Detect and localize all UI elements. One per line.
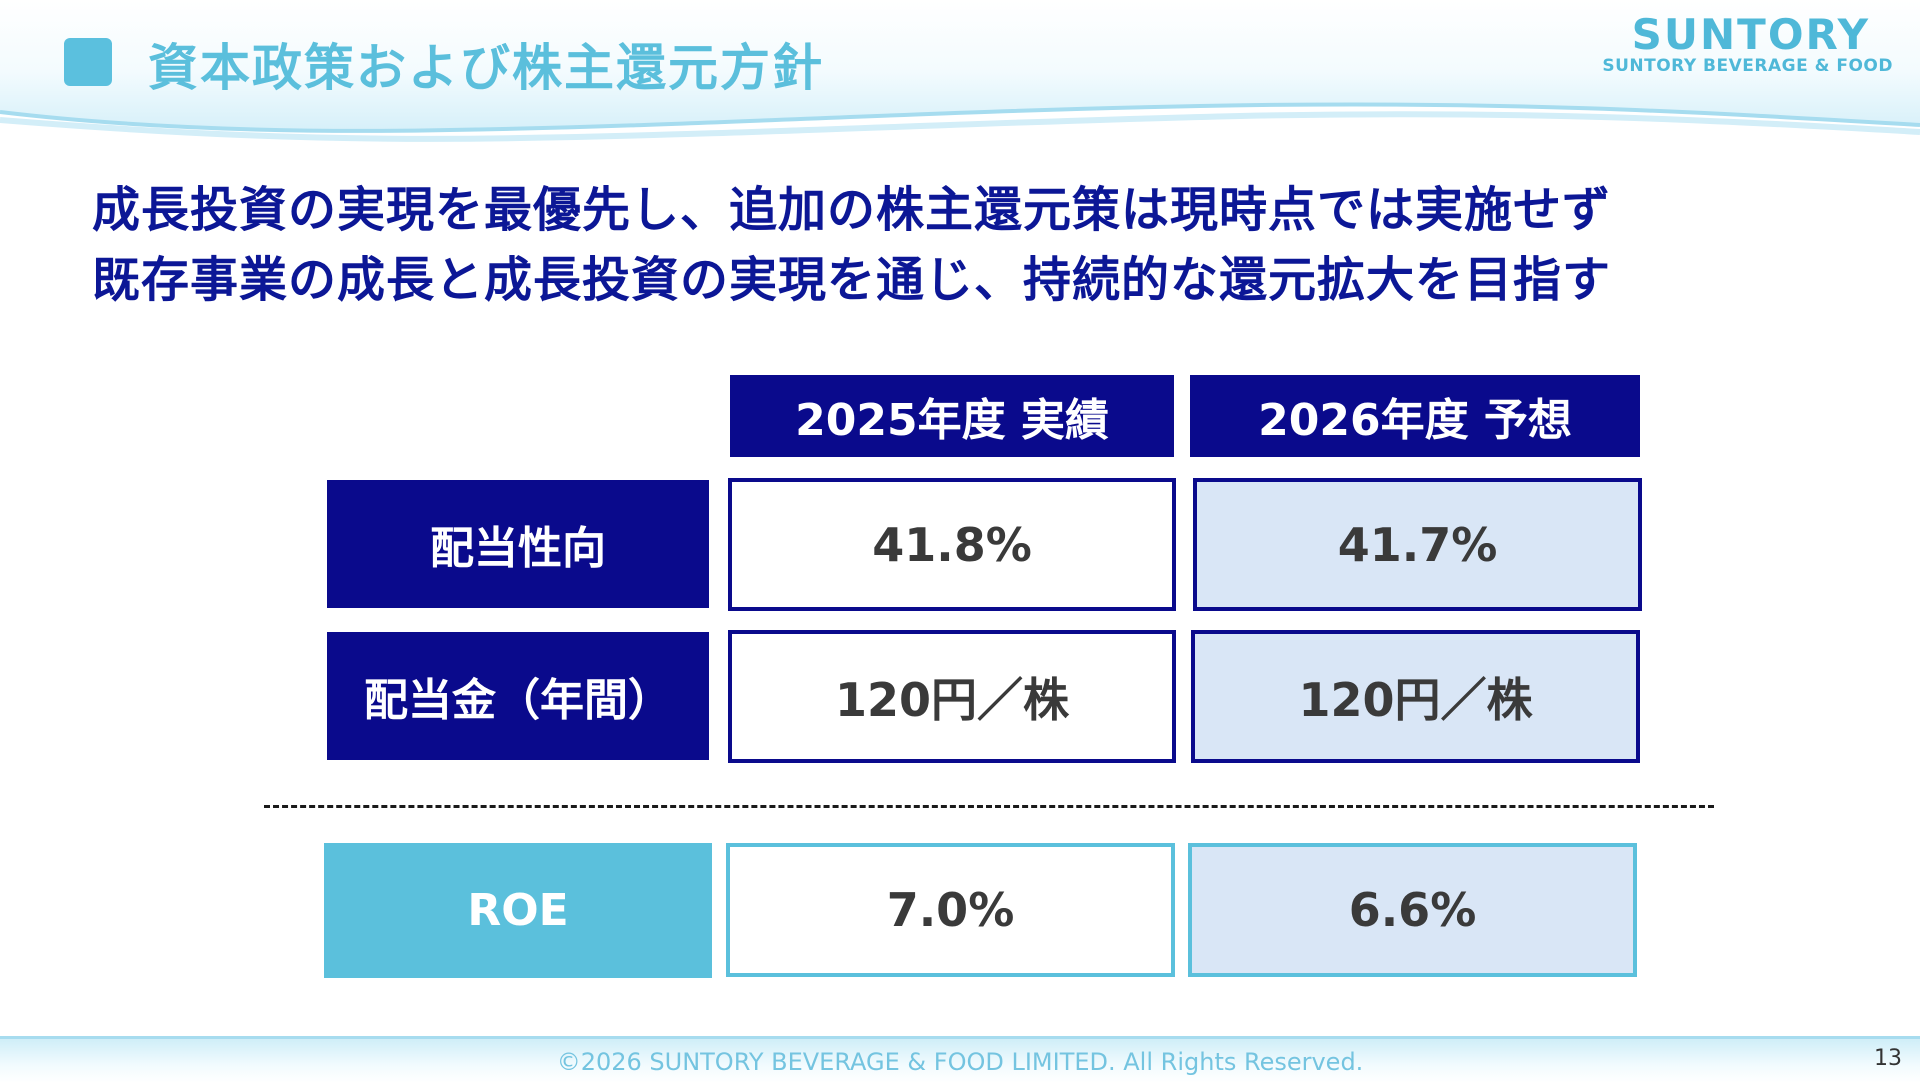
row-label-annual-dividend: 配当金（年間） xyxy=(327,632,709,760)
cell-annual-dividend-2026: 120円／株 xyxy=(1191,630,1640,763)
cell-roe-2026: 6.6% xyxy=(1188,843,1637,977)
headline: 成長投資の実現を最優先し、追加の株主還元策は現時点では実施せず 既存事業の成長と… xyxy=(92,175,1872,315)
slide-header: 資本政策および株主還元方針 SUNTORY SUNTORY BEVERAGE &… xyxy=(0,0,1920,150)
suntory-logo: SUNTORY xyxy=(1631,10,1870,59)
cell-payout-ratio-2025: 41.8% xyxy=(728,478,1176,611)
row-label-payout-ratio: 配当性向 xyxy=(327,480,709,608)
column-header-2026-forecast: 2026年度 予想 xyxy=(1190,375,1640,457)
cell-roe-2025: 7.0% xyxy=(726,843,1175,977)
page-number: 13 xyxy=(1874,1046,1902,1071)
column-header-2025-actual: 2025年度 実績 xyxy=(730,375,1174,457)
suntory-logo-subtitle: SUNTORY BEVERAGE & FOOD xyxy=(1602,56,1893,76)
slide-title: 資本政策および株主還元方針 xyxy=(148,39,824,97)
title-bullet-square xyxy=(64,38,112,86)
copyright-notice: ©2026 SUNTORY BEVERAGE & FOOD LIMITED. A… xyxy=(556,1048,1364,1076)
footer-bar xyxy=(0,1036,1920,1083)
headline-line-2: 既存事業の成長と成長投資の実現を通じ、持続的な還元拡大を目指す xyxy=(92,252,1612,308)
row-label-roe: ROE xyxy=(324,843,712,978)
headline-line-1: 成長投資の実現を最優先し、追加の株主還元策は現時点では実施せず xyxy=(92,182,1612,238)
cell-payout-ratio-2026: 41.7% xyxy=(1193,478,1642,611)
header-wave-background xyxy=(0,0,1920,142)
dashed-divider xyxy=(264,805,1714,808)
cell-annual-dividend-2025: 120円／株 xyxy=(728,630,1176,763)
